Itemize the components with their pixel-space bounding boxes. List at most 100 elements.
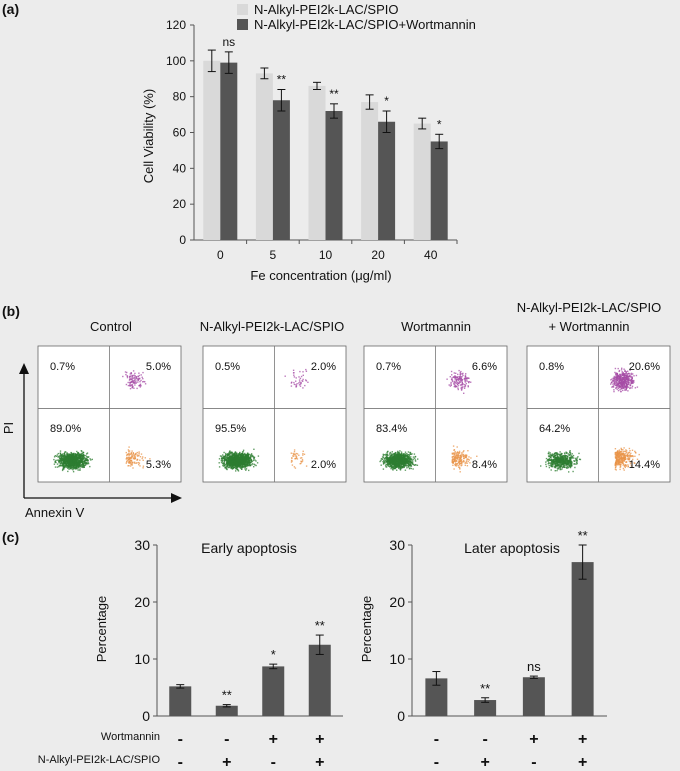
dot-live [400,467,402,469]
dot-live [410,465,413,467]
dot-live [395,466,397,468]
dot-live [80,450,82,452]
dot-live [560,463,563,465]
dot-live [69,463,71,465]
dot-live [573,460,576,462]
dot-live [77,457,80,459]
dot-live [406,457,408,459]
dot-live [248,461,250,463]
dot-live [224,456,227,459]
y-tick-label: 60 [173,126,187,140]
dot-live [392,463,394,465]
dot-live [384,464,387,466]
dot-live [237,456,239,459]
dot-live [395,455,397,457]
significance-mark: ns [222,35,235,49]
dot-live [81,458,83,461]
dot-live [251,454,254,457]
dot-live [229,450,231,452]
dot-live [226,462,228,464]
dot-live [566,467,568,469]
dot-live [67,463,70,465]
dot-late [458,379,461,381]
dot-live [407,451,410,453]
dot-early [139,465,141,467]
flow-y-axis-label: PI [1,422,16,434]
dot-live [391,464,393,466]
dot-late [453,380,456,383]
dot-late [454,378,456,380]
dot-live [391,457,393,459]
dot-live [573,463,575,465]
dot-live [61,457,64,459]
dot-live [66,455,69,457]
dot-live [228,451,230,454]
dot-early [615,455,617,457]
dot-late [127,384,130,387]
panel-label-a: (a) [2,1,19,17]
dot-live [65,464,67,466]
dot-early [616,458,618,460]
dot-live [571,453,573,455]
dot-live [556,453,558,455]
dot-live [246,465,249,467]
dot-live [80,454,82,457]
dot-early [617,463,619,465]
dot-live [408,462,410,464]
dot-early [624,455,627,458]
dot-late [615,382,617,385]
dot-live [231,453,234,455]
dot-early [617,453,620,455]
dot-late [450,381,452,384]
dot-live [253,456,256,458]
dot-live [392,460,394,462]
dot-live [400,456,402,458]
dot-live [250,461,252,463]
dot-live [390,462,392,464]
dot-live [382,463,385,465]
dot-live [386,464,388,466]
dot-live [236,466,239,469]
dot-live [550,462,552,464]
dot-live [554,455,556,457]
dot-live [226,461,229,463]
dot-late [131,376,133,378]
dot-live [246,461,248,464]
dot-live [403,459,405,462]
dot-live [389,460,391,463]
dot-late [131,383,133,386]
dot-live [74,457,76,459]
dot-early [459,471,461,473]
dot-live [553,461,555,463]
dot-live [391,467,394,469]
dot-live [384,459,386,461]
dot-live [70,456,73,459]
dot-live [67,466,70,468]
dot-early [138,462,141,464]
dot-late [462,374,464,377]
dot-late [144,381,146,383]
dot-live [396,464,398,467]
dot-early [623,469,625,471]
dot-live [559,461,561,463]
dot-live [398,451,400,454]
dot-live [566,462,568,464]
dot-live [66,464,68,467]
dot-live [396,466,399,468]
dot-live [244,466,246,468]
dot-late [459,381,461,384]
dot-late [124,371,127,373]
dot-live [225,459,228,461]
dot-live [385,460,388,463]
dot-live [406,458,408,460]
dot-early [467,458,470,460]
dot-early [453,454,456,456]
dot-late [457,388,459,391]
dot-early [301,457,303,459]
dot-live [239,461,241,463]
dot-early [617,457,620,459]
dot-early [294,457,296,460]
dot-early [458,461,460,463]
dot-live [567,453,569,455]
dot-live [74,457,76,460]
